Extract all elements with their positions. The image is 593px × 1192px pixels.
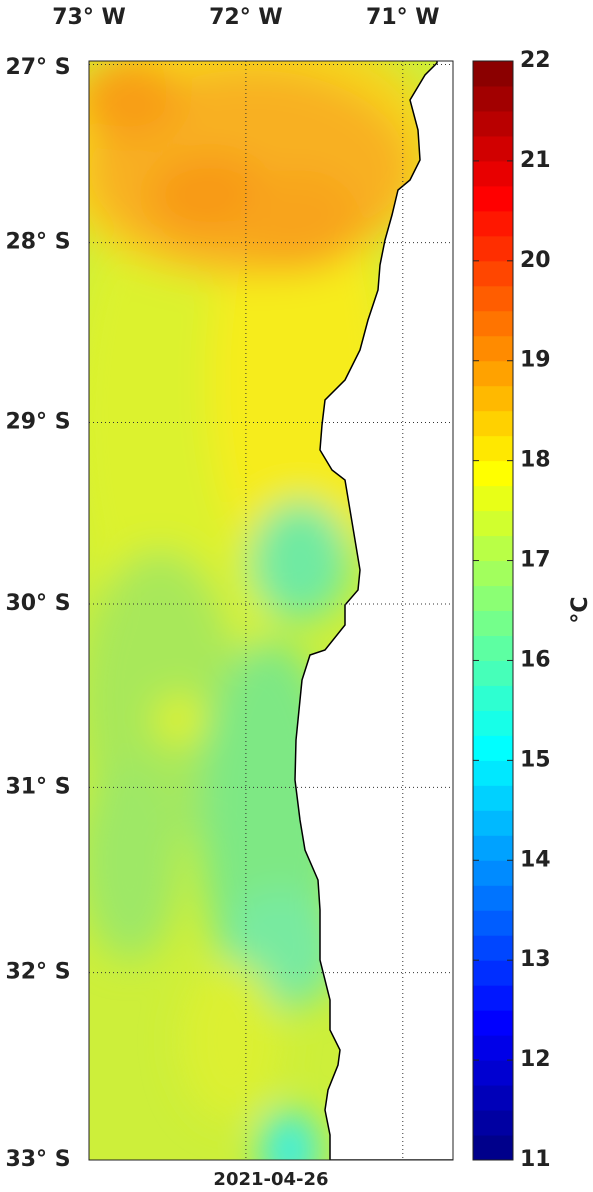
colorbar-step [473, 1135, 513, 1161]
colorbar-step [473, 1035, 513, 1061]
colorbar-step [473, 535, 513, 562]
colorbar-step [473, 910, 513, 936]
land [294, 61, 453, 1160]
colorbar-step [473, 935, 513, 961]
colorbar-step [473, 985, 513, 1011]
colorbar-step [473, 1085, 513, 1111]
colorbar-step [473, 385, 513, 412]
colorbar-step [473, 560, 513, 587]
colorbar-tick-label: 18 [520, 448, 551, 473]
colorbar-step [473, 185, 513, 212]
colorbar-step [473, 360, 513, 387]
lon-tick-label: 71° W [366, 5, 440, 30]
lat-tick-label: 28° S [5, 230, 70, 255]
colorbar-step [473, 160, 513, 187]
colorbar-step [473, 585, 513, 611]
colorbar-tick-label: 21 [520, 148, 551, 173]
colorbar-step [473, 61, 513, 87]
colorbar-step [473, 635, 513, 661]
lon-tick-label: 73° W [52, 5, 126, 30]
colorbar-step [473, 710, 513, 736]
colorbar-tick-label: 14 [520, 847, 551, 872]
colorbar-tick-label: 17 [520, 548, 551, 573]
colorbar-tick-label: 13 [520, 947, 551, 972]
colorbar-step [473, 310, 513, 337]
colorbar-step [473, 110, 513, 137]
colorbar-unit: °C [568, 596, 593, 623]
lat-tick-label: 29° S [5, 409, 70, 434]
colorbar-step [473, 835, 513, 861]
lat-tick-label: 31° S [5, 774, 70, 799]
colorbar-frame [472, 60, 514, 1161]
colorbar-step [473, 660, 513, 686]
colorbar-step [473, 685, 513, 711]
colorbar-step [473, 135, 513, 162]
colorbar-tick-label: 16 [520, 647, 551, 672]
colorbar-step [473, 735, 513, 761]
colorbar-step [473, 460, 513, 487]
colorbar-step [473, 860, 513, 886]
colorbar-step [473, 285, 513, 312]
colorbar-tick-label: 12 [520, 1047, 551, 1072]
colorbar-step [473, 435, 513, 462]
lat-tick-label: 27° S [5, 55, 70, 80]
colorbar-step [473, 1060, 513, 1086]
colorbar-tick-label: 22 [520, 48, 551, 73]
colorbar [473, 61, 513, 1161]
colorbar-step [473, 335, 513, 362]
colorbar-step [473, 960, 513, 986]
colorbar-step [473, 1110, 513, 1136]
colorbar-step [473, 885, 513, 911]
colorbar-step [473, 485, 513, 512]
plot-frame [88, 60, 454, 1161]
colorbar-step [473, 210, 513, 237]
colorbar-tick-label: 11 [520, 1147, 551, 1172]
colorbar-step [473, 785, 513, 811]
colorbar-step [473, 260, 513, 287]
lat-tick-label: 30° S [5, 591, 70, 616]
lon-tick-label: 72° W [209, 5, 283, 30]
colorbar-step [473, 1010, 513, 1036]
lat-tick-label: 33° S [5, 1147, 70, 1172]
colorbar-tick-label: 20 [520, 248, 551, 273]
colorbar-step [473, 610, 513, 636]
colorbar-step [473, 510, 513, 537]
colorbar-step [473, 760, 513, 786]
colorbar-step [473, 235, 513, 262]
sst-field [89, 61, 453, 1160]
colorbar-step [473, 85, 513, 112]
lat-tick-label: 32° S [5, 960, 70, 985]
date-label: 2021-04-26 [213, 1169, 328, 1188]
colorbar-tick-label: 19 [520, 348, 551, 373]
colorbar-step [473, 810, 513, 836]
colorbar-step [473, 410, 513, 437]
colorbar-tick-label: 15 [520, 747, 551, 772]
